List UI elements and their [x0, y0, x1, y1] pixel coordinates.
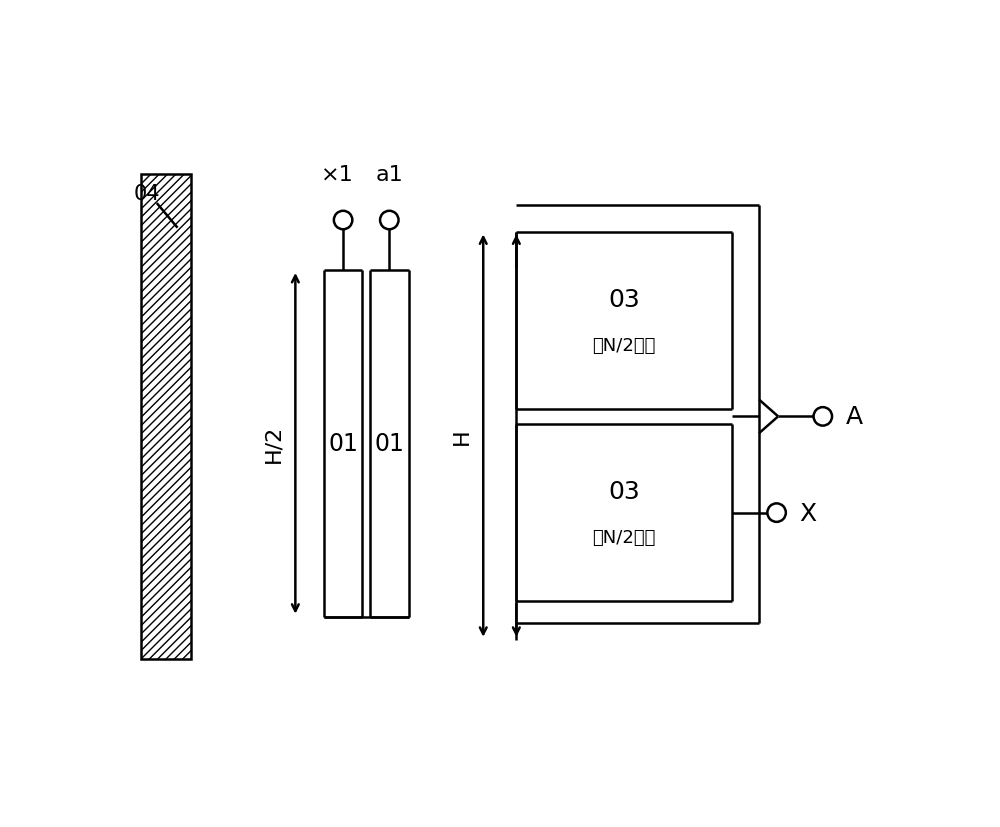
Text: （N/2段）: （N/2段） — [592, 528, 656, 547]
Text: （N/2段）: （N/2段） — [592, 337, 656, 354]
Text: X: X — [800, 501, 817, 525]
Text: 01: 01 — [328, 432, 358, 456]
Text: A: A — [846, 405, 863, 429]
Text: a1: a1 — [375, 165, 403, 184]
Text: 03: 03 — [608, 480, 640, 504]
Text: 04: 04 — [134, 184, 160, 203]
Text: H/2: H/2 — [264, 425, 284, 463]
Text: 03: 03 — [608, 287, 640, 311]
Text: 01: 01 — [374, 432, 404, 456]
Bar — [141, 174, 191, 659]
Text: ×1: ×1 — [321, 165, 353, 184]
Text: H: H — [452, 428, 472, 444]
